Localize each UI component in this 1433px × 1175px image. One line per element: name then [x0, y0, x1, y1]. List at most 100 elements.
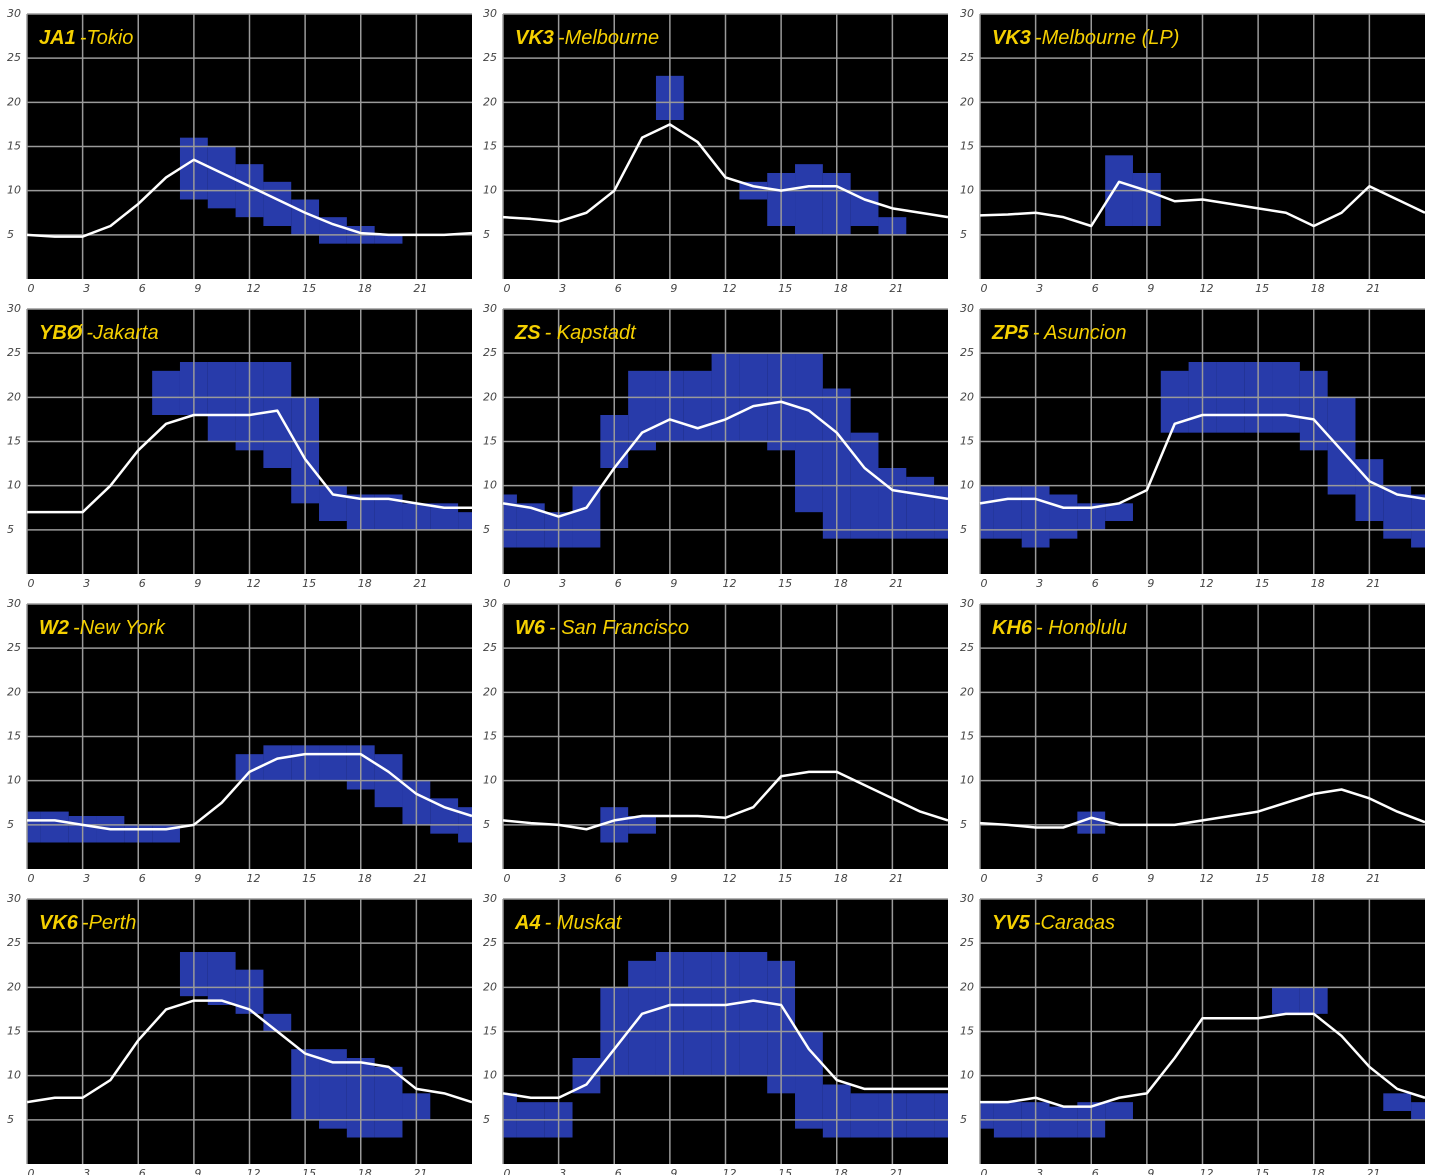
- y-tick-label: 25: [7, 51, 21, 64]
- y-tick-label: 10: [960, 184, 974, 197]
- y-tick-label: 20: [7, 980, 21, 993]
- x-tick-label: 6: [139, 282, 146, 295]
- y-tick-label: 25: [483, 641, 497, 654]
- muf-line: [26, 158, 473, 238]
- x-tick-label: 15: [302, 577, 316, 590]
- y-tick-label: 30: [7, 597, 21, 610]
- x-tick-label: 6: [139, 577, 146, 590]
- signal-band: [503, 494, 517, 548]
- x-tick-label: 3: [1036, 1167, 1043, 1175]
- x-tick-label: 3: [559, 282, 566, 295]
- y-tick-label: 30: [7, 892, 21, 905]
- x-tick-label: 3: [559, 577, 566, 590]
- x-tick-label: 3: [83, 872, 90, 885]
- y-tick-label: 5: [483, 818, 490, 831]
- chart-title: ZP5- Asuncion: [991, 322, 1126, 344]
- y-tick-label: 10: [7, 774, 21, 787]
- x-tick-label: 6: [615, 1167, 622, 1175]
- x-tick-label: 12: [247, 1167, 261, 1175]
- y-tick-label: 30: [7, 7, 21, 20]
- x-tick-label: 18: [358, 872, 372, 885]
- x-tick-label: 18: [834, 872, 848, 885]
- y-tick-label: 10: [7, 479, 21, 492]
- title-name: - Honolulu: [1036, 617, 1127, 639]
- x-tick-label: 21: [413, 282, 427, 295]
- x-tick-label: 9: [194, 282, 201, 295]
- chart-title: ZS - Kapstadt: [514, 322, 637, 344]
- x-tick-label: 12: [1200, 1167, 1214, 1175]
- x-tick-label: 15: [778, 577, 792, 590]
- signal-band: [1411, 494, 1425, 548]
- x-tick-label: 0: [981, 1167, 988, 1175]
- title-name: -Jakarta: [86, 322, 158, 344]
- signal-band: [1383, 1093, 1412, 1111]
- signal-band: [374, 1066, 403, 1138]
- y-tick-label: 20: [483, 95, 497, 108]
- x-tick-label: 0: [504, 282, 511, 295]
- x-tick-label: 18: [1311, 1167, 1325, 1175]
- y-tick-label: 25: [483, 936, 497, 949]
- x-tick-label: 9: [194, 1167, 201, 1175]
- x-tick-label: 9: [670, 872, 677, 885]
- x-tick-label: 6: [139, 1167, 146, 1175]
- y-tick-label: 10: [960, 479, 974, 492]
- x-tick-label: 21: [1366, 577, 1380, 590]
- title-call: A4: [514, 912, 541, 934]
- y-tick-label: 20: [483, 980, 497, 993]
- y-tick-label: 10: [7, 1069, 21, 1082]
- chart-title: W2 -New York: [39, 617, 166, 639]
- y-tick-label: 15: [7, 140, 21, 153]
- signal-band: [683, 370, 712, 442]
- title-call: JA1: [39, 27, 76, 49]
- x-tick-label: 18: [834, 577, 848, 590]
- signal-band: [1160, 370, 1189, 433]
- muf-line: [979, 788, 1426, 829]
- y-tick-label: 20: [483, 390, 497, 403]
- x-tick-label: 15: [778, 872, 792, 885]
- x-tick-label: 6: [1092, 872, 1099, 885]
- title-name: -Tokio: [80, 27, 134, 49]
- x-tick-label: 21: [413, 1167, 427, 1175]
- title-call: ZP5: [991, 322, 1030, 344]
- panel: 0 3 6 9 12 15 18 21 5 10 15 20 25 30 ZS - Kapstadt: [483, 302, 949, 590]
- y-tick-label: 30: [960, 597, 974, 610]
- title-call: W6: [515, 617, 546, 639]
- x-tick-label: 12: [723, 872, 737, 885]
- x-tick-label: 21: [413, 577, 427, 590]
- y-tick-label: 30: [960, 302, 974, 315]
- x-tick-label: 18: [358, 577, 372, 590]
- signal-band: [628, 370, 656, 451]
- x-tick-label: 6: [1092, 282, 1099, 295]
- x-tick-label: 21: [413, 872, 427, 885]
- x-tick-label: 12: [723, 282, 737, 295]
- signal-band: [1105, 1102, 1133, 1120]
- chart-title: KH6- Honolulu: [992, 617, 1127, 639]
- chart-title: VK3 -Melbourne: [515, 27, 659, 49]
- chart-title: YBØ -Jakarta: [39, 322, 159, 344]
- muf-line: [27, 409, 472, 514]
- x-tick-label: 21: [889, 282, 903, 295]
- panel: 0 3 6 9 12 15 18 21 5 10 15 20 25 30 VK3 -Melbourne (LP…: [960, 7, 1426, 295]
- y-tick-label: 10: [7, 184, 21, 197]
- y-tick-label: 20: [7, 390, 21, 403]
- x-tick-label: 21: [1366, 1167, 1380, 1175]
- muf-line: [980, 1012, 1426, 1108]
- muf-line: [502, 123, 949, 223]
- y-tick-label: 5: [7, 1113, 14, 1126]
- y-tick-label: 5: [960, 1113, 967, 1126]
- panel: 0 3 6 9 12 15 18 21 5 10 15 20 25 30 VK3 -Melbourne: [483, 7, 949, 295]
- y-tick-label: 10: [483, 479, 497, 492]
- panel: 0 3 6 9 12 15 18 21 5 10 15 20 25 30 YBØ -Jakarta: [7, 302, 472, 590]
- y-tick-label: 30: [483, 302, 497, 315]
- y-tick-label: 25: [960, 51, 974, 64]
- y-tick-label: 25: [483, 346, 497, 359]
- x-tick-label: 3: [1036, 577, 1043, 590]
- x-tick-label: 0: [504, 577, 511, 590]
- title-name: - Asuncion: [1033, 322, 1127, 344]
- y-tick-label: 15: [7, 435, 21, 448]
- y-tick-label: 5: [483, 228, 490, 241]
- signal-band: [850, 1093, 879, 1138]
- x-tick-label: 21: [889, 872, 903, 885]
- chart-title: YV5 -Caracas: [992, 912, 1115, 934]
